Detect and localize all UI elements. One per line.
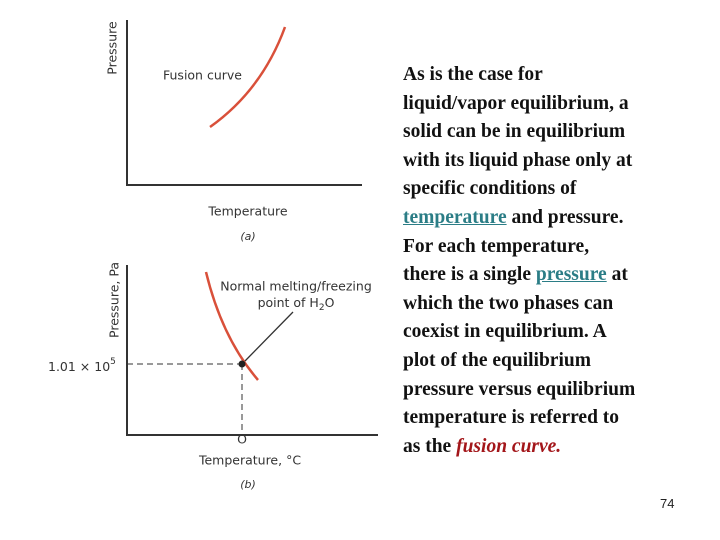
text-line: temperature is referred to — [403, 404, 635, 433]
text: and pressure. — [506, 206, 624, 228]
text-line: with its liquid phase only at — [403, 147, 635, 176]
text: with its liquid phase only at — [403, 149, 633, 171]
text-line: As is the case for — [403, 61, 635, 90]
fusion-curve — [204, 271, 259, 381]
text: there is a single — [403, 264, 536, 286]
x-label: Temperature — [207, 204, 287, 219]
y-label: Pressure — [105, 21, 120, 75]
text: O — [325, 295, 335, 310]
text-line: which the two phases can — [403, 290, 635, 319]
text: As is the case for — [403, 64, 543, 85]
caption: (b) — [240, 478, 256, 491]
text-line: liquid/vapor equilibrium, a — [403, 90, 635, 119]
text: specific conditions of — [403, 178, 577, 200]
text: coexist in equilibrium. A — [403, 321, 607, 343]
text: liquid/vapor equilibrium, a — [403, 92, 629, 114]
mantissa: 1.01 × 10 — [48, 359, 110, 374]
origin-label: O — [237, 432, 247, 447]
text-line: plot of the equilibrium — [403, 347, 635, 376]
pressure-label: 1.01 × 105 — [48, 357, 116, 374]
melting-point — [238, 360, 246, 368]
text-line: there is a single pressure at — [403, 261, 635, 290]
text: at — [606, 264, 628, 286]
text-line: solid can be in equilibrium — [403, 118, 635, 147]
curve-label: Fusion curve — [163, 68, 242, 83]
fusion-curve — [209, 26, 287, 129]
hyperlink[interactable]: temperature — [403, 206, 507, 228]
text-line: coexist in equilibrium. A — [403, 318, 635, 347]
x-label: Temperature, °C — [198, 453, 301, 468]
page-number: 74 — [660, 496, 675, 511]
text: which the two phases can — [403, 292, 614, 314]
point-label: Normal melting/freezing — [220, 279, 372, 294]
text: temperature is referred to — [403, 407, 620, 429]
diagram-a: Pressure Fusion curve Temperature (a) — [105, 20, 362, 243]
subscript: 2 — [319, 303, 325, 313]
y-label: Pressure, Pa — [107, 262, 122, 338]
text: solid can be in equilibrium — [403, 121, 626, 143]
pointer — [244, 311, 294, 362]
text: pressure versus equilibrium — [403, 378, 636, 400]
text: as the — [403, 435, 457, 457]
diagram-b: Pressure, Pa Normal melting/freezing poi… — [48, 262, 378, 491]
caption: (a) — [240, 230, 255, 243]
hyperlink[interactable]: pressure — [535, 264, 607, 286]
text: point of H — [258, 295, 319, 310]
text: plot of the equilibrium — [403, 349, 591, 371]
text-line: temperature and pressure. — [403, 204, 635, 233]
paragraph: As is the case for liquid/vapor equilibri… — [403, 61, 635, 461]
text-line: specific conditions of — [403, 175, 635, 204]
text-line: as the fusion curve. — [403, 433, 635, 462]
text-line: For each temperature, — [403, 233, 635, 262]
text-line: pressure versus equilibrium — [403, 376, 635, 405]
exponent: 5 — [110, 357, 116, 367]
text: For each temperature, — [403, 235, 590, 257]
point-label: point of H2O — [258, 295, 335, 313]
emphasis: fusion curve. — [456, 435, 562, 457]
